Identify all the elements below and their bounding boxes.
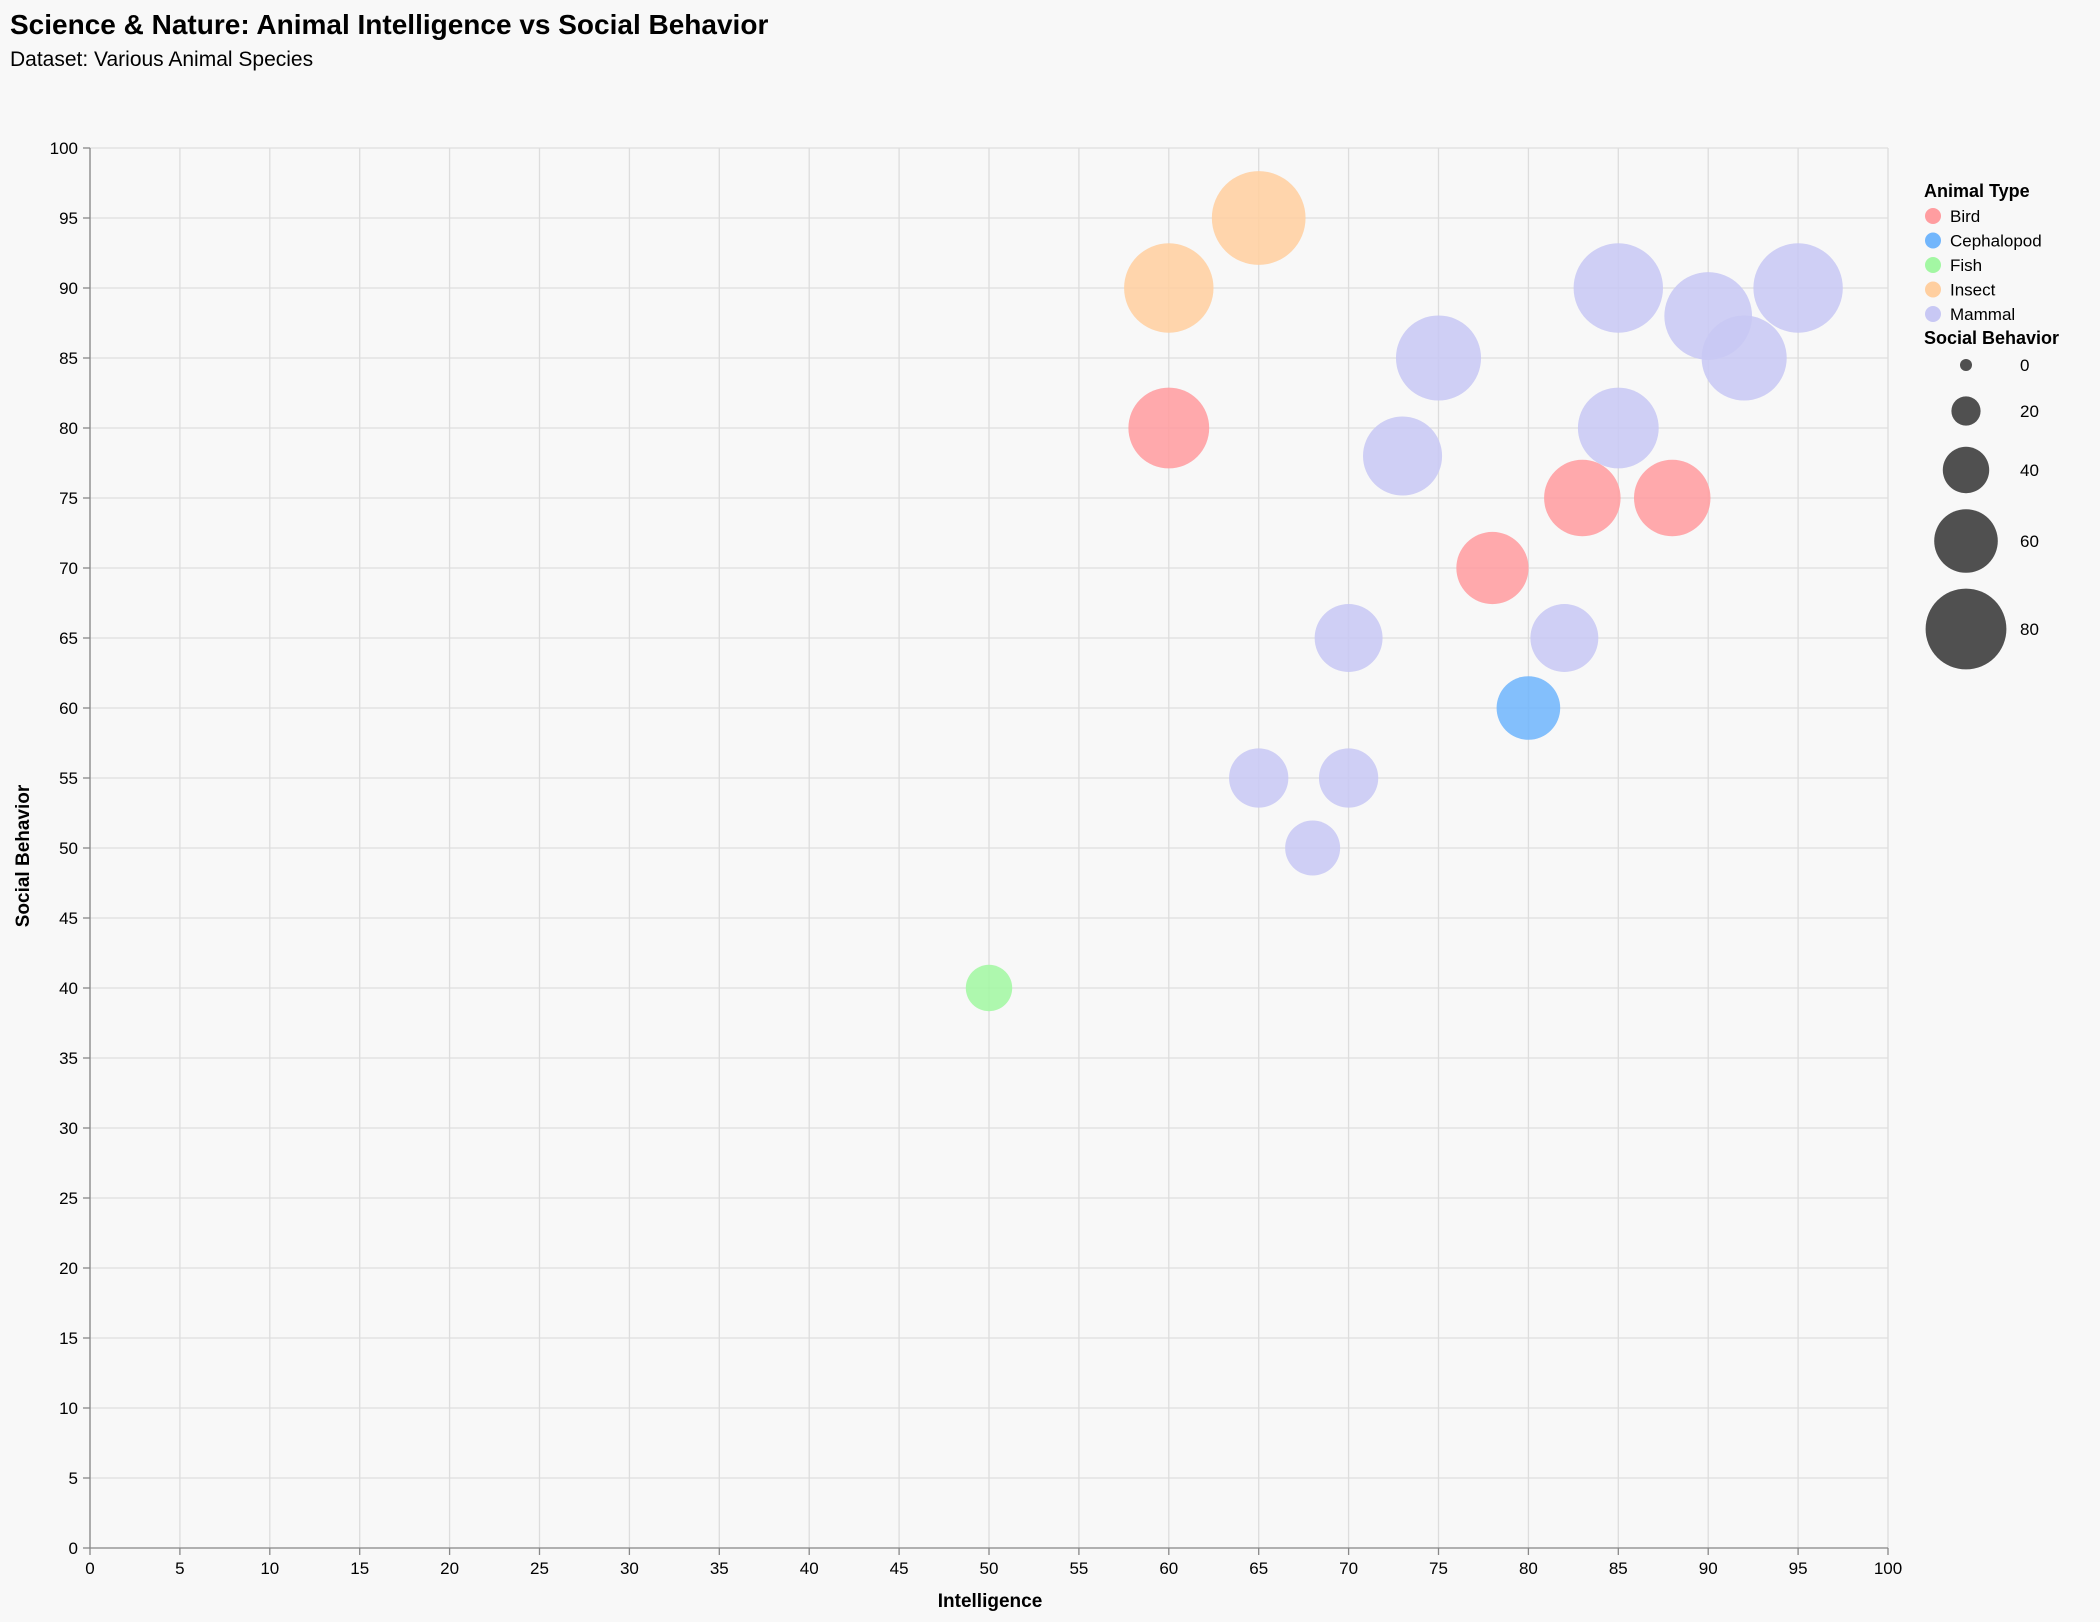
y-tick-label: 95 <box>59 209 78 228</box>
data-point-bird[interactable] <box>1128 387 1210 469</box>
x-tick-label: 100 <box>1874 1559 1902 1578</box>
legend-swatch-insect <box>1925 281 1941 298</box>
chart-title: Science & Nature: Animal Intelligence vs… <box>10 9 768 40</box>
x-tick-label: 85 <box>1609 1559 1628 1578</box>
x-tick-label: 80 <box>1519 1559 1538 1578</box>
x-tick-label: 20 <box>440 1559 459 1578</box>
data-point-cephalopod[interactable] <box>1496 676 1561 740</box>
data-point-mammal[interactable] <box>1530 604 1599 672</box>
y-tick-label: 25 <box>59 1189 78 1208</box>
legend-label-fish: Fish <box>1950 256 1982 275</box>
y-tick-label: 15 <box>59 1329 78 1348</box>
size-legend-title: Social Behavior <box>1924 328 2059 348</box>
size-legend: Social Behavior 0 20 40 60 80 <box>1924 328 2059 670</box>
data-point-mammal[interactable] <box>1577 387 1659 469</box>
size-legend-circle <box>1925 588 2007 670</box>
size-legend-circle <box>1951 396 1981 426</box>
size-legend-circle <box>1942 446 1990 494</box>
y-tick-label: 70 <box>59 559 78 578</box>
x-tick-label: 55 <box>1069 1559 1088 1578</box>
data-point-mammal[interactable] <box>1285 820 1341 876</box>
x-tick-label: 15 <box>350 1559 369 1578</box>
color-legend-title: Animal Type <box>1924 181 2030 201</box>
size-legend-label: 60 <box>2020 532 2039 551</box>
data-point-mammal[interactable] <box>1395 315 1482 401</box>
legend-swatch-cephalopod <box>1925 232 1941 249</box>
size-legend-circle <box>1960 359 1972 371</box>
color-legend: Animal Type Bird Cephalopod Fish Insect Mamm… <box>1924 181 2042 324</box>
grid <box>89 147 1889 1549</box>
x-tick-label: 25 <box>530 1559 549 1578</box>
x-tick-label: 30 <box>620 1559 639 1578</box>
y-axis-title: Social Behavior <box>13 784 34 927</box>
y-tick-label: 90 <box>59 279 78 298</box>
data-point-bird[interactable] <box>1633 459 1711 537</box>
size-legend-circle <box>1934 509 1998 573</box>
data-point-mammal[interactable] <box>1314 604 1383 672</box>
size-legend-label: 20 <box>2020 402 2039 421</box>
x-tick-label: 65 <box>1249 1559 1268 1578</box>
legend-label-cephalopod: Cephalopod <box>1950 232 2042 251</box>
x-tick-label: 5 <box>175 1559 184 1578</box>
x-tick-label: 60 <box>1159 1559 1178 1578</box>
y-tick-label: 45 <box>59 909 78 928</box>
legend-swatch-fish <box>1925 257 1941 273</box>
y-tick-label: 55 <box>59 769 78 788</box>
x-tick-label: 10 <box>260 1559 279 1578</box>
data-point-mammal[interactable] <box>1318 748 1379 808</box>
data-point-mammal[interactable] <box>1363 416 1443 496</box>
legend-label-bird: Bird <box>1950 207 1980 226</box>
x-tick-label: 90 <box>1699 1559 1718 1578</box>
data-point-bird[interactable] <box>1456 531 1529 605</box>
x-tick-label: 50 <box>980 1559 999 1578</box>
axes: 0 5 10 15 20 25 30 35 40 45 50 55 60 65 70 75 80 85 90 95 10… <box>50 139 1903 1578</box>
data-point-mammal[interactable] <box>1573 243 1664 333</box>
data-points <box>965 171 1843 1012</box>
y-tick-label: 10 <box>59 1399 78 1418</box>
data-point-fish[interactable] <box>965 964 1013 1012</box>
y-tick-label: 20 <box>59 1259 78 1278</box>
size-legend-label: 40 <box>2020 461 2039 480</box>
y-tick-label: 30 <box>59 1119 78 1138</box>
legend-label-insect: Insect <box>1950 281 1996 300</box>
y-tick-label: 50 <box>59 839 78 858</box>
size-legend-label: 0 <box>2020 356 2029 375</box>
y-tick-label: 40 <box>59 979 78 998</box>
y-tick-label: 75 <box>59 489 78 508</box>
size-legend-label: 80 <box>2020 620 2039 639</box>
x-tick-label: 95 <box>1789 1559 1808 1578</box>
x-tick-label: 75 <box>1429 1559 1448 1578</box>
data-point-mammal[interactable] <box>1701 315 1787 401</box>
legend-swatch-mammal <box>1925 306 1941 322</box>
data-point-insect[interactable] <box>1211 171 1306 265</box>
y-tick-label: 65 <box>59 629 78 648</box>
x-tick-label: 0 <box>85 1559 94 1578</box>
y-tick-label: 85 <box>59 349 78 368</box>
y-tick-label: 100 <box>50 139 78 158</box>
x-tick-label: 35 <box>710 1559 729 1578</box>
data-point-insect[interactable] <box>1124 243 1214 333</box>
y-tick-label: 0 <box>69 1539 78 1558</box>
y-tick-label: 80 <box>59 419 78 438</box>
chart-subtitle: Dataset: Various Animal Species <box>10 48 313 71</box>
y-tick-label: 5 <box>69 1469 78 1488</box>
y-tick-label: 60 <box>59 699 78 718</box>
x-axis-title: Intelligence <box>938 1591 1043 1612</box>
data-point-bird[interactable] <box>1544 459 1621 537</box>
legend-swatch-bird <box>1925 208 1941 224</box>
x-tick-label: 40 <box>800 1559 819 1578</box>
x-tick-label: 70 <box>1339 1559 1358 1578</box>
data-point-mammal[interactable] <box>1229 748 1289 808</box>
y-tick-label: 35 <box>59 1049 78 1068</box>
data-point-mammal[interactable] <box>1753 243 1843 333</box>
x-tick-label: 45 <box>890 1559 909 1578</box>
legend-label-mammal: Mammal <box>1950 305 2015 324</box>
